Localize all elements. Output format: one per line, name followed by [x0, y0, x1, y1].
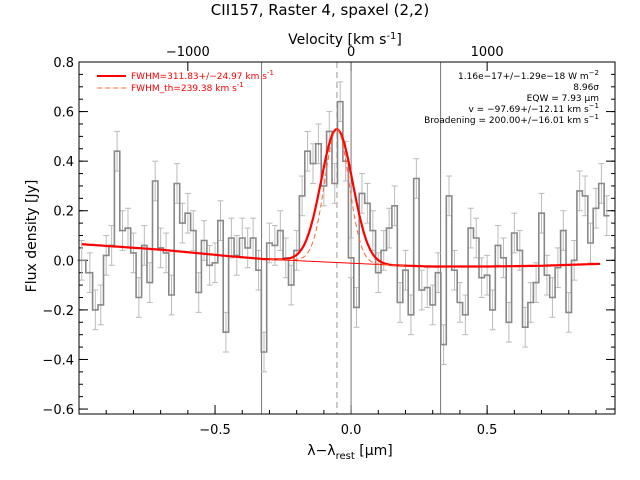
annotation-velocity: v = −97.69+/−12.11 km s−1 — [469, 102, 600, 115]
annotation-sigma: 8.96σ — [573, 83, 599, 93]
y-tick-label: 0.8 — [53, 56, 74, 71]
svg-text:Velocity [km s-1]: Velocity [km s-1] — [288, 31, 402, 48]
x-tick-label: 0.5 — [477, 423, 498, 438]
y-tick-label: 0.6 — [53, 106, 74, 121]
y-tick-label: 0.4 — [53, 155, 74, 170]
svg-text:λ−λrest [μm]: λ−λrest [μm] — [307, 443, 392, 462]
y-tick-label: −0.6 — [42, 403, 74, 418]
plot-area — [77, 62, 610, 414]
thermal-width-curve — [269, 128, 405, 267]
y-tick-label: 0.0 — [53, 254, 74, 269]
chart-title: CII157, Raster 4, spaxel (2,2) — [211, 1, 429, 19]
top-axis-label: Velocity [km s-1] — [288, 31, 402, 48]
svg-text:Flux density [Jy]: Flux density [Jy] — [24, 180, 40, 293]
plot-frame — [78, 61, 616, 415]
x-axis-label: λ−λrest [μm] — [307, 443, 392, 462]
x-tick-label: 0.0 — [341, 423, 362, 438]
annotation-broadening: Broadening = 200.00+/−16.01 km s−1 — [424, 113, 599, 126]
top-tick-label: 1000 — [471, 45, 504, 60]
y-tick-label: 0.2 — [53, 205, 74, 220]
annotation-eqw: EQW = 7.93 μm — [527, 94, 599, 104]
legend-label-fwhm: FWHM=311.83+/−24.97 km s-1 — [131, 69, 274, 82]
y-axis-label: Flux density [Jy] — [24, 180, 40, 293]
y-tick-label: −0.4 — [42, 353, 74, 368]
y-tick-labels: −0.6 −0.4 −0.2 0.0 0.2 0.4 0.6 0.8 — [42, 56, 615, 418]
top-tick-label: 0 — [347, 45, 355, 60]
legend: FWHM=311.83+/−24.97 km s-1 FWHM_th=239.3… — [97, 69, 274, 94]
x-tick-label: −0.5 — [199, 423, 231, 438]
fit-annotations: 1.16e−17+/−1.29e−18 W m−2 8.96σ EQW = 7.… — [424, 69, 599, 126]
annotation-flux: 1.16e−17+/−1.29e−18 W m−2 — [458, 69, 599, 82]
top-tick-labels: −1000 0 1000 — [166, 45, 504, 71]
legend-label-fwhm-th: FWHM_th=239.38 km s-1 — [131, 81, 244, 94]
y-tick-label: −0.2 — [42, 304, 74, 319]
x-tick-labels: −0.5 0.0 0.5 — [105, 405, 597, 438]
top-tick-label: −1000 — [166, 45, 210, 60]
fit-curve — [81, 128, 601, 268]
